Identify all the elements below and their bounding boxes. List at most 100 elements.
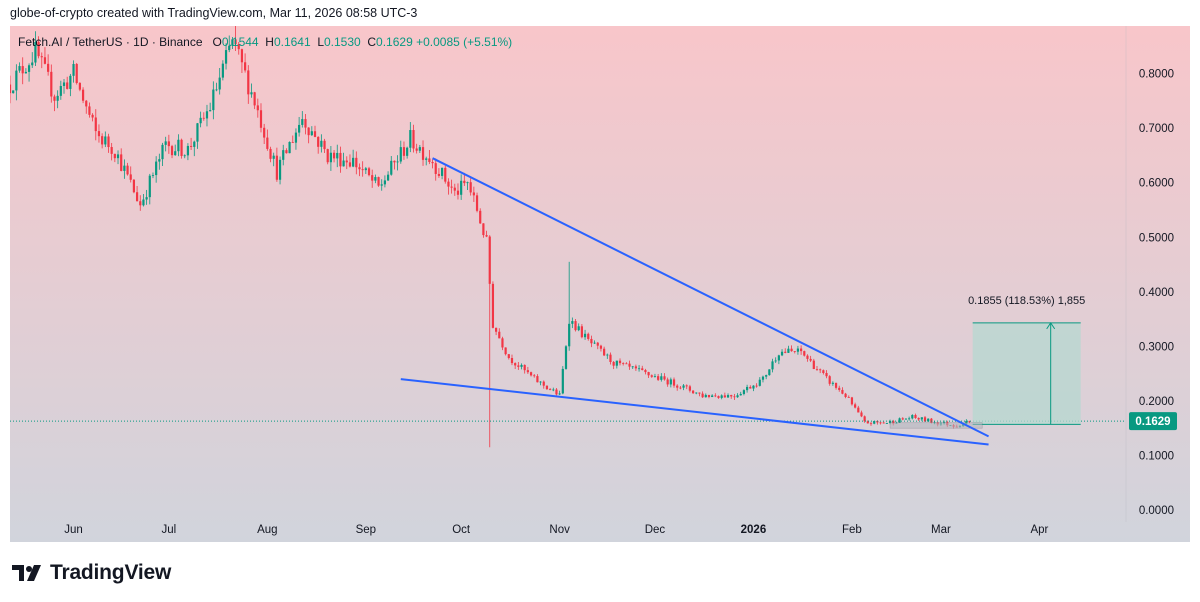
candle-body: [221, 63, 224, 78]
candle-body: [841, 389, 844, 394]
candle-body: [927, 418, 930, 422]
candle-body: [247, 70, 250, 95]
candle-body: [558, 393, 561, 395]
candle-body: [59, 85, 62, 96]
candle-body: [641, 368, 644, 371]
candle-body: [66, 82, 69, 89]
candle-body: [542, 381, 545, 386]
time-axis[interactable]: Jun Jul Aug Sep Oct Nov Dec 2026 Feb Mar Apr: [64, 524, 1048, 536]
candle-body: [930, 418, 933, 423]
candle-body: [844, 393, 847, 397]
candle-body: [539, 381, 542, 383]
measurement-label: 0.1855 (118.53%) 1,855: [968, 295, 1085, 307]
candle-body: [812, 360, 815, 370]
candle-body: [342, 160, 345, 167]
candle-body: [622, 363, 625, 364]
candle-body: [272, 155, 275, 159]
candle-body: [796, 348, 800, 352]
time-tick-label: Dec: [645, 524, 666, 536]
candle-body: [355, 157, 358, 168]
candle-body: [358, 167, 361, 170]
candle-body: [120, 154, 123, 171]
candle-body: [437, 173, 441, 176]
chart-frame[interactable]: 0.1855 (118.53%) 1,855 0.8000 0.7000 0.600…: [10, 26, 1190, 542]
candle-body: [815, 369, 819, 370]
price-tick-label: 0.8000: [1139, 69, 1174, 81]
candle-body: [819, 369, 822, 371]
candle-body: [644, 370, 647, 373]
candle-body: [199, 117, 202, 124]
price-tick-label: 0.6000: [1139, 178, 1174, 190]
time-tick-label: Aug: [257, 524, 277, 536]
candle-body: [825, 372, 828, 377]
price-axis[interactable]: 0.8000 0.7000 0.6000 0.5000 0.4000 0.3000 0.20…: [1129, 69, 1177, 517]
candle-body: [691, 390, 695, 394]
price-tick-label: 0.4000: [1139, 287, 1174, 299]
candle-body: [81, 89, 85, 101]
candle-body: [158, 159, 161, 162]
low-value: 0.1530: [324, 35, 361, 49]
candle-body: [412, 130, 415, 149]
candle-body: [348, 162, 352, 167]
candle-body: [367, 168, 371, 176]
candle-body: [307, 127, 310, 136]
upper-trendline: [432, 157, 990, 438]
close-value: 0.1629: [376, 35, 413, 49]
candle-body: [904, 418, 908, 420]
candle-body: [485, 235, 488, 237]
tradingview-logo-icon: [12, 565, 41, 581]
candle-body: [866, 421, 869, 424]
candle-body: [784, 351, 787, 353]
candle-body: [679, 387, 682, 389]
time-tick-label: Apr: [1030, 524, 1048, 536]
candle-body: [583, 333, 587, 338]
candle-body: [885, 422, 888, 424]
candle-body: [723, 395, 726, 398]
candle-body: [758, 379, 761, 386]
candle-body: [21, 66, 24, 74]
candle-body: [749, 386, 752, 389]
current-price-badge: [1129, 412, 1177, 431]
time-tick-label: 2026: [741, 524, 767, 536]
candle-body: [431, 162, 434, 164]
candle-body: [237, 44, 240, 50]
candle-body: [244, 62, 247, 71]
candle-body: [742, 390, 746, 394]
candle-body: [653, 376, 657, 377]
price-tick-label: 0.5000: [1139, 232, 1174, 244]
candle-body: [231, 39, 234, 46]
candle-body: [129, 174, 132, 180]
high-label: H: [265, 35, 274, 49]
price-tick-label: 0.7000: [1139, 123, 1174, 135]
current-price-label: 0.1629: [1135, 416, 1170, 428]
candle-body: [332, 152, 336, 159]
candle-body: [148, 175, 151, 198]
candle-body: [396, 161, 399, 163]
candle-body: [75, 63, 78, 84]
candle-body: [415, 148, 418, 151]
price-chart[interactable]: 0.1855 (118.53%) 1,855 0.8000 0.7000 0.600…: [10, 26, 1190, 542]
candle-body: [536, 376, 539, 383]
candle-body: [170, 146, 174, 156]
candle-body: [269, 148, 272, 159]
symbol-name[interactable]: Fetch.AI / TetherUS · 1D · Binance: [18, 35, 203, 49]
candle-body: [339, 152, 342, 167]
candle-body: [628, 363, 631, 367]
projection-box: [972, 322, 1081, 425]
low-label: L: [317, 35, 324, 49]
candle-body: [806, 355, 809, 359]
candle-body: [234, 39, 237, 45]
candle-body: [504, 347, 507, 355]
open-value: 0.1544: [221, 35, 259, 49]
candle-body: [800, 348, 803, 352]
candle-body: [612, 361, 615, 366]
projection-arrow-head: [1046, 322, 1056, 330]
candle-body: [399, 147, 402, 162]
candle-body: [215, 89, 218, 91]
candle-body: [126, 165, 129, 175]
candle-body: [920, 417, 923, 420]
candle-body: [288, 141, 291, 154]
candle-body: [711, 395, 714, 397]
candle-body: [552, 389, 555, 391]
candle-body: [91, 114, 94, 118]
